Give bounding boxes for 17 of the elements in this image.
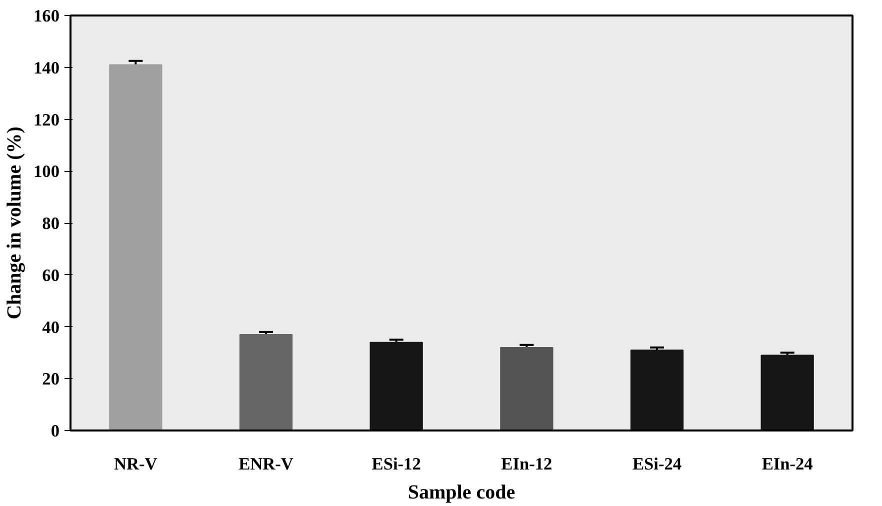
- y-tick-label: 140: [34, 58, 60, 78]
- x-tick-label: ESi-12: [372, 454, 421, 474]
- y-axis-title: Change in volume (%): [4, 126, 26, 320]
- x-axis-title: Sample code: [408, 482, 516, 504]
- x-tick-label: NR-V: [114, 454, 158, 474]
- y-tick-label: 160: [34, 6, 60, 26]
- y-tick-label: 40: [42, 318, 60, 337]
- y-tick-label: 20: [42, 370, 60, 389]
- x-tick-label: ESi-24: [632, 454, 682, 474]
- y-tick-label: 100: [34, 162, 60, 182]
- x-tick-label: EIn-12: [501, 454, 552, 474]
- y-tick-label: 120: [34, 110, 60, 130]
- x-tick-label: EIn-24: [762, 454, 814, 474]
- y-tick-label: 80: [42, 214, 60, 233]
- y-tick-label: 0: [50, 422, 60, 440]
- x-tick-label: ENR-V: [238, 454, 294, 474]
- y-tick-label: 60: [42, 266, 60, 285]
